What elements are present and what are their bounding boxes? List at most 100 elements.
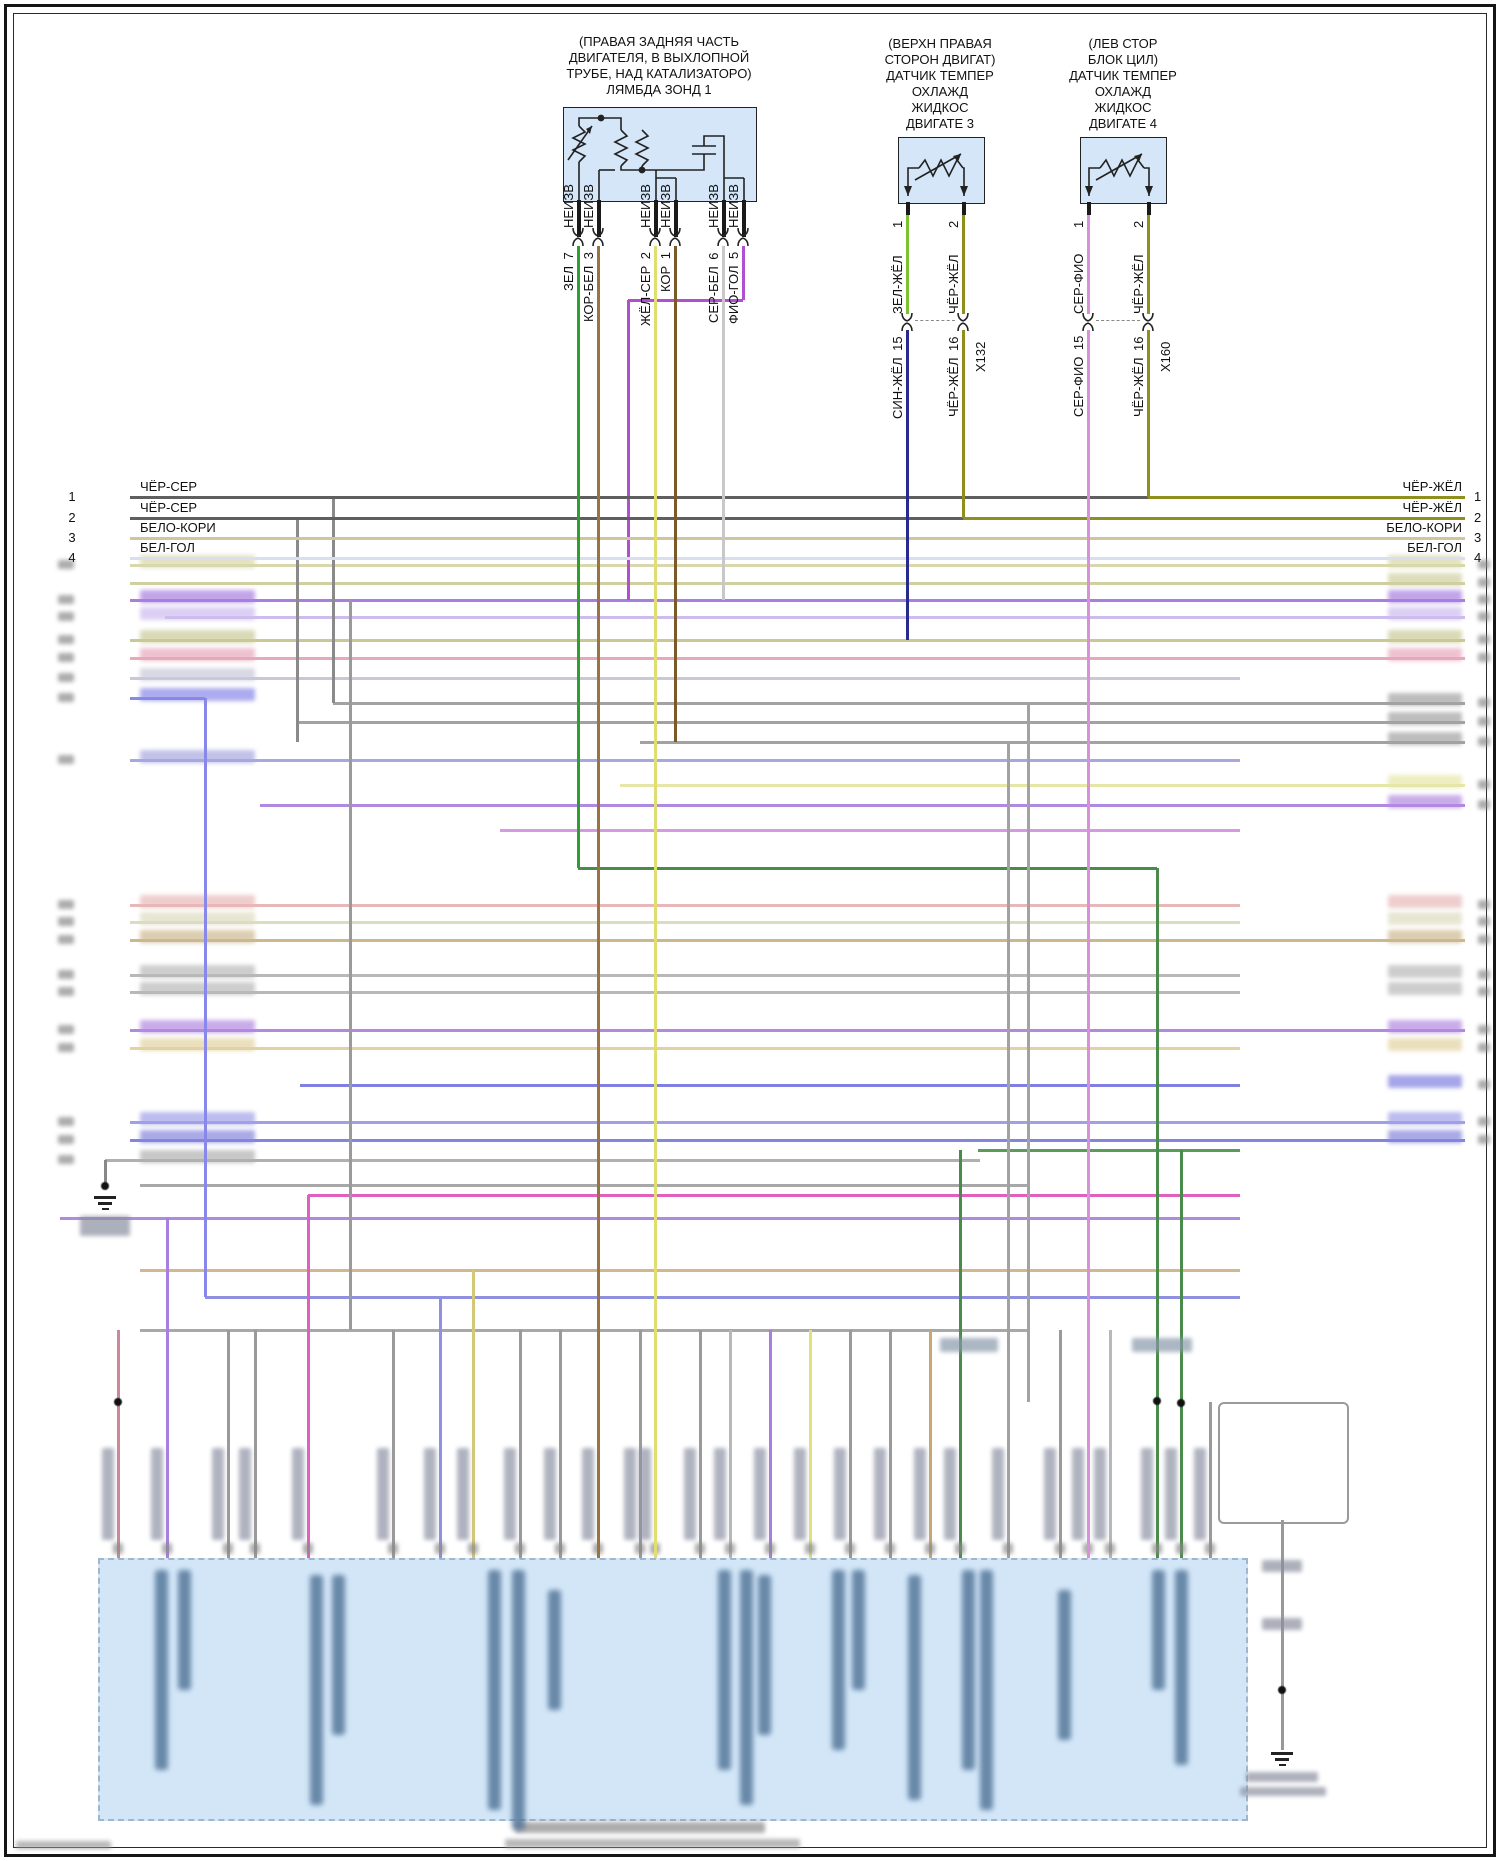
wire <box>963 517 1465 520</box>
wire <box>227 1330 230 1558</box>
bus-row-left-label: БЕЛО-КОРИ <box>140 520 216 535</box>
lambda-internal-circuit <box>567 114 745 201</box>
blurred-label <box>1165 1448 1177 1540</box>
blurred-label <box>1388 795 1462 808</box>
bus-row-number-left: 4 <box>68 550 76 565</box>
wire <box>130 677 1240 680</box>
wire <box>627 300 630 600</box>
pin-terminal-label: НЕИЗВ <box>706 184 721 228</box>
inline-connector-icon <box>669 227 681 247</box>
ecu-blurred-text <box>488 1570 501 1810</box>
blurred-label <box>1388 1112 1462 1125</box>
wire <box>296 518 299 742</box>
wire <box>742 200 746 237</box>
blurred-label <box>1388 775 1462 788</box>
inline-connector-icon <box>572 227 584 247</box>
blurred-label <box>80 1216 130 1236</box>
sensor3-thermistor <box>904 153 968 196</box>
blurred-label <box>1388 965 1462 978</box>
blurred-label <box>58 900 74 909</box>
wire <box>130 759 1240 762</box>
ecu-blurred-text <box>1058 1590 1071 1740</box>
sensor4-thermistor <box>1085 153 1153 196</box>
wire <box>349 600 352 1330</box>
wire <box>906 202 910 215</box>
inline-connector-icon <box>957 312 969 332</box>
connector-pin-label: СЕР-ФИО 15 <box>1071 335 1086 417</box>
inline-connector-icon <box>901 312 913 332</box>
blurred-label <box>1152 1543 1162 1554</box>
pin-wire-label: ФИО-ГОЛ 5 <box>726 251 741 324</box>
wire <box>307 1195 310 1558</box>
pin-wire-label: СЕР-БЕЛ 6 <box>706 252 721 323</box>
wire <box>300 1084 1240 1087</box>
wire <box>620 784 1465 787</box>
ground-icon <box>1275 1758 1289 1761</box>
wire <box>333 702 1465 705</box>
bus-row-number-right: 2 <box>1474 510 1482 525</box>
blurred-label <box>1478 900 1490 909</box>
splice-dot <box>114 1398 122 1406</box>
wire <box>130 599 1465 602</box>
ecu-blurred-text <box>332 1575 345 1735</box>
pin-wire-label: ЗЕЛ 7 <box>561 252 576 291</box>
ecu-blurred-text <box>740 1570 753 1805</box>
blurred-label <box>1388 693 1462 706</box>
wire <box>654 246 657 1558</box>
blurred-label <box>58 673 74 682</box>
bus-row-number-left: 3 <box>68 530 76 545</box>
wire <box>130 1047 1240 1050</box>
wire <box>130 991 1240 994</box>
ground-icon <box>1271 1752 1293 1755</box>
blurred-label <box>140 590 255 603</box>
blurred-label <box>58 1155 74 1164</box>
bus-row-number-right: 4 <box>1474 550 1482 565</box>
wire <box>800 557 1465 560</box>
blurred-label <box>504 1448 516 1540</box>
blurred-label <box>58 970 74 979</box>
wire <box>1027 703 1030 1402</box>
pin-number-label: 1 <box>1071 220 1086 228</box>
splice-dot <box>1153 1397 1161 1405</box>
blurred-label <box>925 1543 935 1554</box>
wire <box>962 330 965 518</box>
connector-dashed-line <box>1096 320 1140 321</box>
blurred-label <box>162 1543 172 1554</box>
blurred-label <box>140 668 255 681</box>
wire <box>130 564 1465 567</box>
blurred-label <box>1388 648 1462 661</box>
wire <box>1109 1330 1112 1558</box>
inline-connector-icon <box>717 227 729 247</box>
blurred-label <box>468 1543 478 1554</box>
wire <box>1147 330 1150 497</box>
blurred-label <box>1478 578 1490 587</box>
wire <box>849 1330 852 1558</box>
blurred-label <box>544 1448 556 1540</box>
wire <box>130 1029 1465 1032</box>
blurred-label <box>1478 1043 1490 1052</box>
blurred-label <box>140 1112 255 1125</box>
ecu-blurred-text <box>718 1570 731 1770</box>
blurred-label <box>1478 698 1490 707</box>
blurred-label <box>388 1543 398 1554</box>
blurred-label <box>457 1448 469 1540</box>
blurred-label <box>435 1543 445 1554</box>
blurred-label <box>58 1025 74 1034</box>
blurred-label <box>582 1448 594 1540</box>
ecu-blurred-text <box>980 1570 993 1810</box>
inline-connector-icon <box>592 227 604 247</box>
bus-row-right-label: БЕЛ-ГОЛ <box>1407 540 1462 555</box>
ecu-blurred-text <box>1175 1570 1188 1765</box>
blurred-label <box>58 560 74 569</box>
blurred-label <box>140 1150 255 1163</box>
blurred-label <box>1478 612 1490 621</box>
pin-number-label: 2 <box>946 220 961 228</box>
blurred-label <box>1262 1618 1302 1630</box>
ecu-blurred-text <box>852 1570 865 1690</box>
blurred-label <box>1388 630 1462 643</box>
wire <box>130 557 800 560</box>
wire <box>722 246 725 600</box>
blurred-label <box>250 1543 260 1554</box>
blurred-label <box>1478 800 1490 809</box>
